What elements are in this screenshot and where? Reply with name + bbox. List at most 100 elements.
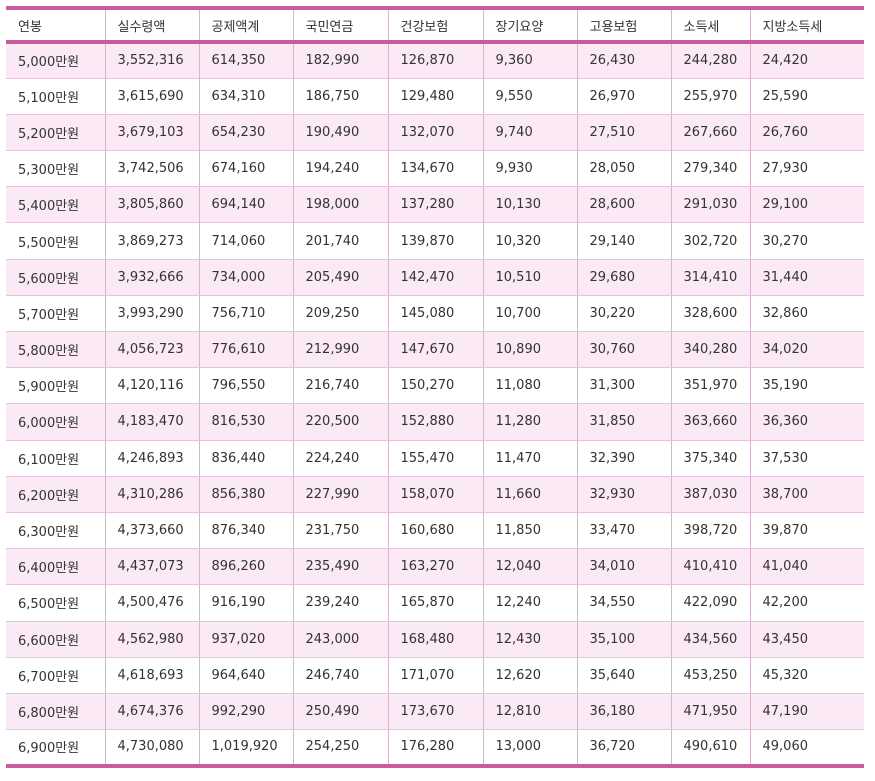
- cell-annual-salary: 5,400만원: [6, 186, 105, 224]
- cell-income-tax: 453,250: [670, 657, 750, 694]
- cell-health-insurance: 150,270: [387, 367, 483, 405]
- cell-employment-insurance: 33,470: [576, 512, 671, 550]
- cell-total-deduction: 876,340: [198, 512, 293, 550]
- table-row: 5,100만원 3,615,690 634,310 186,750 129,480 9,5…: [6, 78, 864, 115]
- cell-annual-salary: 5,700만원: [6, 295, 105, 333]
- cell-income-tax: 267,660: [670, 114, 750, 152]
- cell-net-pay: 4,373,660: [104, 512, 199, 550]
- header-annual-salary: 연봉: [6, 6, 105, 44]
- cell-net-pay: 3,742,506: [104, 150, 199, 188]
- table-row: 5,300만원 3,742,506 674,160 194,240 134,670 9,9…: [6, 150, 864, 188]
- cell-national-pension: 201,740: [292, 222, 388, 260]
- cell-income-tax: 363,660: [670, 403, 750, 441]
- cell-national-pension: 198,000: [292, 186, 388, 224]
- cell-annual-salary: 5,100만원: [6, 78, 105, 115]
- cell-annual-salary: 5,300만원: [6, 150, 105, 188]
- cell-total-deduction: 856,380: [198, 476, 293, 513]
- cell-employment-insurance: 35,640: [576, 657, 671, 694]
- cell-long-term-care: 9,930: [482, 150, 577, 188]
- cell-net-pay: 3,552,316: [104, 42, 199, 79]
- cell-net-pay: 4,056,723: [104, 331, 199, 369]
- header-health-insurance: 건강보험: [387, 6, 483, 44]
- cell-income-tax: 471,950: [670, 693, 750, 731]
- cell-national-pension: 254,250: [292, 729, 388, 768]
- cell-health-insurance: 152,880: [387, 403, 483, 441]
- cell-total-deduction: 1,019,920: [198, 729, 293, 768]
- table-row: 6,100만원 4,246,893 836,440 224,240 155,470 11,…: [6, 440, 864, 477]
- cell-annual-salary: 6,800만원: [6, 693, 105, 731]
- cell-income-tax: 387,030: [670, 476, 750, 513]
- cell-employment-insurance: 30,220: [576, 295, 671, 333]
- table-row: 6,000만원 4,183,470 816,530 220,500 152,880 11,…: [6, 403, 864, 441]
- cell-income-tax: 410,410: [670, 548, 750, 586]
- cell-annual-salary: 6,700만원: [6, 657, 105, 694]
- cell-annual-salary: 5,200만원: [6, 114, 105, 152]
- cell-long-term-care: 12,240: [482, 584, 577, 622]
- table-row: 5,500만원 3,869,273 714,060 201,740 139,870 10,…: [6, 222, 864, 260]
- cell-annual-salary: 6,500만원: [6, 584, 105, 622]
- cell-local-income-tax: 26,760: [749, 114, 864, 152]
- cell-total-deduction: 654,230: [198, 114, 293, 152]
- cell-national-pension: 205,490: [292, 259, 388, 296]
- cell-health-insurance: 158,070: [387, 476, 483, 513]
- table-row: 5,700만원 3,993,290 756,710 209,250 145,080 10,…: [6, 295, 864, 333]
- cell-health-insurance: 132,070: [387, 114, 483, 152]
- cell-local-income-tax: 30,270: [749, 222, 864, 260]
- cell-net-pay: 4,674,376: [104, 693, 199, 731]
- table-row: 5,000만원 3,552,316 614,350 182,990 126,870 9,3…: [6, 42, 864, 79]
- table-row: 5,900만원 4,120,116 796,550 216,740 150,270 11,…: [6, 367, 864, 405]
- cell-national-pension: 243,000: [292, 621, 388, 658]
- header-employment-insurance: 고용보험: [576, 6, 671, 44]
- cell-health-insurance: 165,870: [387, 584, 483, 622]
- cell-net-pay: 4,730,080: [104, 729, 199, 768]
- cell-employment-insurance: 31,300: [576, 367, 671, 405]
- cell-employment-insurance: 34,550: [576, 584, 671, 622]
- cell-total-deduction: 776,610: [198, 331, 293, 369]
- cell-total-deduction: 634,310: [198, 78, 293, 115]
- cell-net-pay: 3,679,103: [104, 114, 199, 152]
- cell-total-deduction: 756,710: [198, 295, 293, 333]
- table-row: 5,400만원 3,805,860 694,140 198,000 137,280 10,…: [6, 186, 864, 224]
- cell-long-term-care: 12,430: [482, 621, 577, 658]
- cell-employment-insurance: 27,510: [576, 114, 671, 152]
- cell-health-insurance: 147,670: [387, 331, 483, 369]
- cell-long-term-care: 12,810: [482, 693, 577, 731]
- header-net-pay: 실수령액: [104, 6, 199, 44]
- cell-net-pay: 4,618,693: [104, 657, 199, 694]
- cell-annual-salary: 5,500만원: [6, 222, 105, 260]
- table-header: 연봉 실수령액 공제액계 국민연금 건강보험 장기요양 고용보험 소득세 지방소…: [6, 6, 864, 44]
- cell-national-pension: 224,240: [292, 440, 388, 477]
- cell-income-tax: 244,280: [670, 42, 750, 79]
- table-row: 6,600만원 4,562,980 937,020 243,000 168,480 12,…: [6, 621, 864, 658]
- cell-net-pay: 4,246,893: [104, 440, 199, 477]
- header-long-term-care: 장기요양: [482, 6, 577, 44]
- cell-local-income-tax: 34,020: [749, 331, 864, 369]
- cell-national-pension: 227,990: [292, 476, 388, 513]
- cell-employment-insurance: 34,010: [576, 548, 671, 586]
- cell-employment-insurance: 28,050: [576, 150, 671, 188]
- cell-annual-salary: 5,900만원: [6, 367, 105, 405]
- cell-total-deduction: 937,020: [198, 621, 293, 658]
- cell-employment-insurance: 29,680: [576, 259, 671, 296]
- cell-health-insurance: 126,870: [387, 42, 483, 79]
- cell-local-income-tax: 43,450: [749, 621, 864, 658]
- cell-long-term-care: 9,740: [482, 114, 577, 152]
- cell-employment-insurance: 35,100: [576, 621, 671, 658]
- cell-total-deduction: 734,000: [198, 259, 293, 296]
- table-body: 5,000만원 3,552,316 614,350 182,990 126,870 9,3…: [6, 42, 864, 768]
- cell-total-deduction: 836,440: [198, 440, 293, 477]
- cell-income-tax: 351,970: [670, 367, 750, 405]
- cell-health-insurance: 137,280: [387, 186, 483, 224]
- table-row: 6,200만원 4,310,286 856,380 227,990 158,070 11,…: [6, 476, 864, 513]
- cell-annual-salary: 6,400만원: [6, 548, 105, 586]
- cell-employment-insurance: 32,930: [576, 476, 671, 513]
- header-row: 연봉 실수령액 공제액계 국민연금 건강보험 장기요양 고용보험 소득세 지방소…: [6, 6, 864, 44]
- cell-net-pay: 3,869,273: [104, 222, 199, 260]
- cell-employment-insurance: 29,140: [576, 222, 671, 260]
- cell-national-pension: 239,240: [292, 584, 388, 622]
- cell-local-income-tax: 49,060: [749, 729, 864, 768]
- cell-national-pension: 250,490: [292, 693, 388, 731]
- table-row: 6,700만원 4,618,693 964,640 246,740 171,070 12,…: [6, 657, 864, 694]
- cell-total-deduction: 916,190: [198, 584, 293, 622]
- cell-health-insurance: 160,680: [387, 512, 483, 550]
